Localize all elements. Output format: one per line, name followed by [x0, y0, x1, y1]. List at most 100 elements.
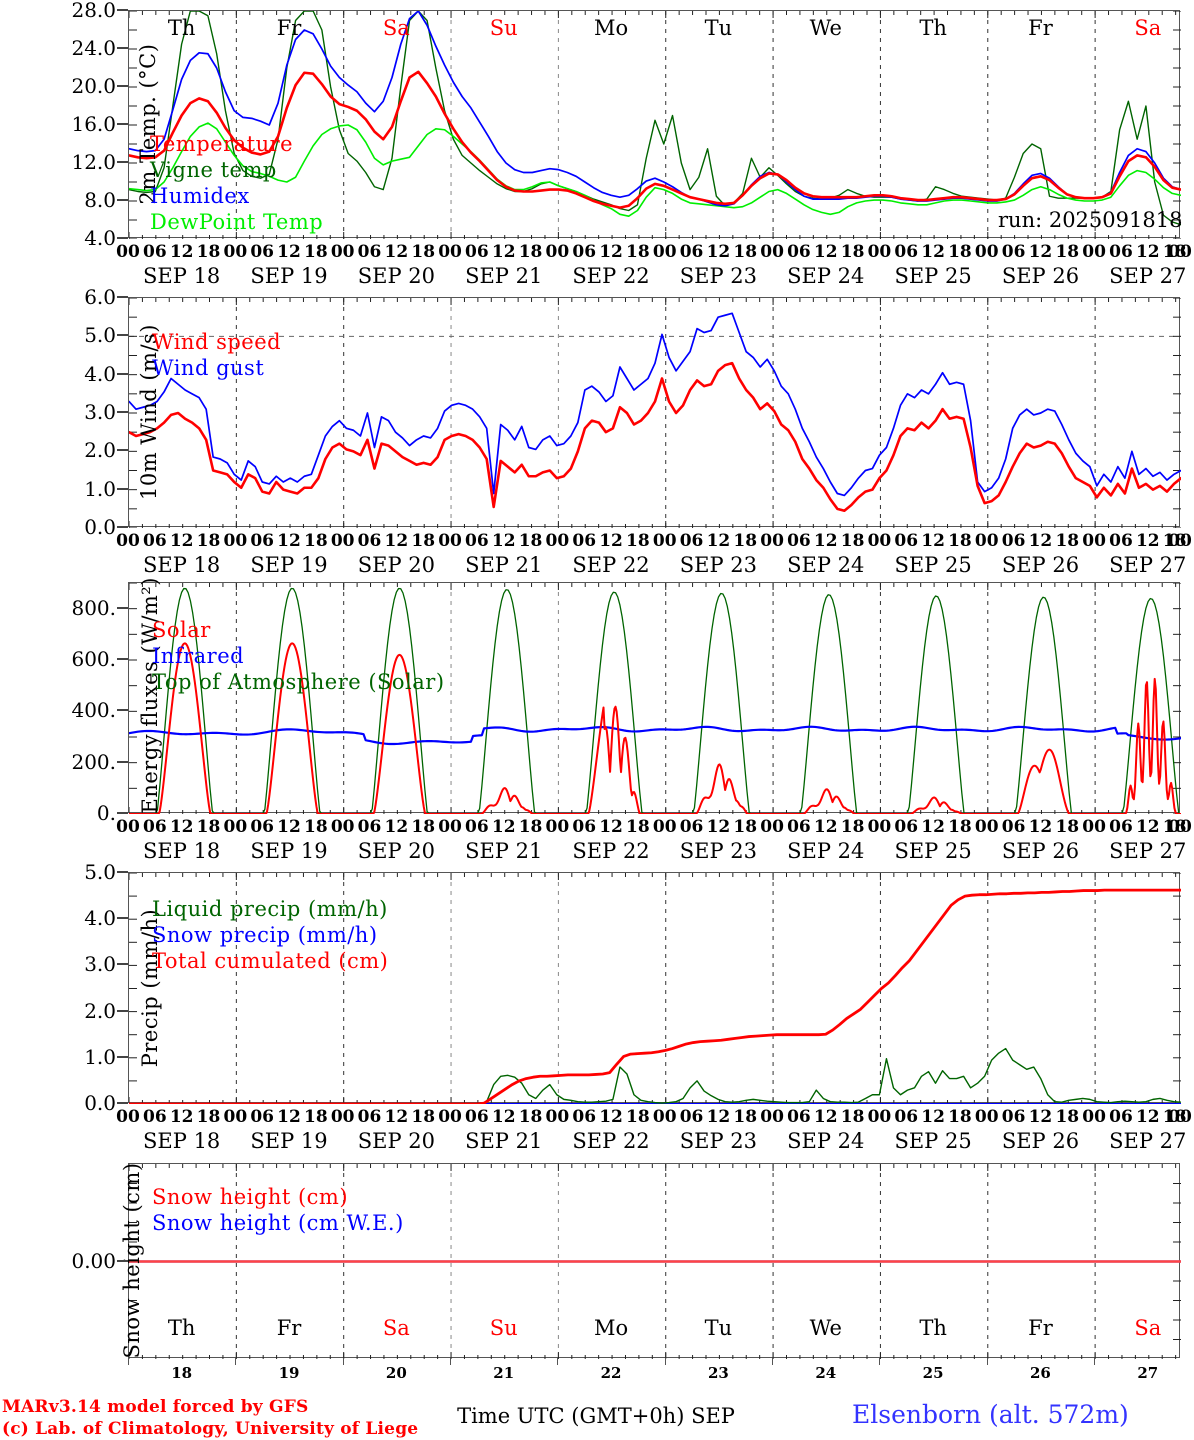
- y-tick-mark-wind: [117, 449, 128, 452]
- y-tick-precip: 1.0: [84, 1044, 116, 1069]
- y-tick-energy: 600.: [71, 647, 116, 671]
- date-label: SEP 25: [894, 1129, 972, 1153]
- hour-tick-label: 12: [1028, 1107, 1053, 1127]
- hour-tick-label: 00: [1082, 242, 1106, 262]
- hour-tick-label: 12: [599, 242, 623, 262]
- snow-axis-tick-2: [342, 1358, 344, 1365]
- hour-tick-label: 12: [1028, 242, 1053, 262]
- hour-tick-label: 18: [1162, 817, 1187, 837]
- hour-tick-label: 00: [330, 817, 355, 837]
- snow-day-name-0: Th: [167, 1316, 196, 1340]
- hour-tick-label: 00: [652, 817, 677, 837]
- hour-tick-label: 12: [277, 531, 301, 551]
- date-label: SEP 27: [1109, 1129, 1187, 1153]
- hour-tick-label: 18: [411, 242, 436, 262]
- hour-tick-label: 18: [411, 531, 436, 551]
- hour-tick-label: 00: [438, 242, 462, 262]
- date-label: SEP 23: [679, 839, 758, 863]
- hour-tick-label: 00: [652, 1107, 677, 1127]
- y-tick-mark-temperature: [117, 9, 128, 11]
- hour-tick-label: 00: [1168, 1107, 1192, 1127]
- hour-tick-label: 06: [1001, 817, 1026, 837]
- date-label: SEP 27: [1109, 264, 1187, 288]
- hour-tick-label: 12: [384, 242, 409, 262]
- y-tick-mark-precip: [117, 963, 128, 966]
- y-tick-mark-wind: [117, 526, 128, 528]
- date-label: SEP 20: [357, 264, 435, 288]
- plot-svg-snow: [129, 1164, 1181, 1359]
- y-tick-mark-energy: [117, 606, 128, 609]
- hour-tick-label: 06: [465, 1107, 489, 1127]
- hour-tick-label: 06: [1109, 817, 1133, 837]
- date-label: SEP 27: [1109, 839, 1187, 863]
- plot-svg-temperature: [129, 11, 1181, 239]
- legend-temperature-1: Vigne temp: [150, 158, 277, 182]
- date-label: SEP 26: [1001, 839, 1080, 863]
- date-label: SEP 18: [143, 553, 221, 577]
- hour-tick-label: 12: [599, 531, 623, 551]
- hour-tick-label: 00: [545, 531, 570, 551]
- y-tick-mark-wind: [117, 411, 128, 413]
- hour-tick-label: 18: [196, 817, 221, 837]
- hour-tick-label: 06: [787, 1107, 811, 1127]
- hour-tick-label: 06: [1001, 242, 1026, 262]
- hour-tick-label: 18: [518, 817, 543, 837]
- hour-tick-label: 06: [894, 531, 919, 551]
- hour-tick-label: 06: [357, 817, 382, 837]
- hour-tick-label: 12: [599, 1107, 623, 1127]
- y-tick-mark-wind: [117, 296, 128, 298]
- date-label: SEP 20: [357, 1129, 435, 1153]
- hour-tick-label: 06: [787, 242, 811, 262]
- hour-tick-label: 12: [277, 242, 301, 262]
- snow-day-name-1: Fr: [276, 1316, 302, 1340]
- hour-tick-label: 06: [787, 531, 811, 551]
- date-label: SEP 20: [357, 839, 435, 863]
- hour-tick-label: 12: [169, 531, 194, 551]
- y-tick-snow: 0.00: [71, 1248, 116, 1273]
- hour-tick-label: 12: [1135, 242, 1160, 262]
- hour-tick-label: 12: [813, 242, 838, 262]
- hour-tick-label: 18: [518, 531, 543, 551]
- hour-tick-label: 12: [599, 817, 623, 837]
- y-tick-energy: 800.: [71, 595, 116, 620]
- hour-tick-label: 18: [1055, 817, 1080, 837]
- hour-tick-label: 00: [223, 242, 248, 262]
- legend-precip-2: Total cumulated (cm): [152, 949, 389, 973]
- footer-left-line-1: MARv3.14 model forced by GFS: [2, 1397, 309, 1417]
- legend-temperature-0: Temperature: [150, 132, 294, 156]
- snow-day-name-4: Mo: [593, 1316, 629, 1340]
- day-name-8: Fr: [1028, 16, 1053, 40]
- y-tick-mark-temperature: [117, 85, 128, 87]
- y-tick-mark-temperature: [117, 123, 128, 125]
- hour-tick-label: 00: [438, 531, 462, 551]
- hour-tick-label: 00: [867, 1107, 892, 1127]
- snow-axis-tick-9: [1094, 1358, 1096, 1365]
- hour-tick-label: 06: [894, 1107, 919, 1127]
- hour-tick-label: 18: [733, 1107, 758, 1127]
- hour-tick-label: 18: [840, 531, 865, 551]
- hour-tick-label: 06: [1109, 242, 1133, 262]
- hour-tick-label: 12: [813, 1107, 838, 1127]
- y-tick-mark-precip: [117, 1009, 128, 1012]
- y-tick-precip: 5.0: [84, 860, 116, 884]
- y-tick-mark-temperature: [117, 199, 128, 201]
- hour-tick-label: 00: [760, 242, 784, 262]
- hour-tick-label: 12: [1135, 817, 1160, 837]
- hour-tick-label: 00: [974, 531, 999, 551]
- y-tick-mark-precip: [117, 1102, 128, 1104]
- day-number-8: 26: [1030, 1364, 1051, 1382]
- legend-wind-0: Wind speed: [152, 330, 282, 354]
- day-name-1: Fr: [276, 16, 302, 40]
- y-tick-mark-energy: [117, 812, 128, 814]
- y-tick-energy: 400.: [71, 698, 116, 723]
- date-label: SEP 24: [787, 839, 865, 863]
- date-label: SEP 24: [787, 553, 865, 577]
- day-number-7: 25: [922, 1364, 944, 1382]
- day-name-4: Mo: [593, 16, 629, 40]
- hour-tick-label: 06: [1001, 1107, 1026, 1127]
- hour-tick-label: 00: [652, 242, 677, 262]
- hour-tick-label: 00: [867, 531, 892, 551]
- plot-svg-energy: [129, 583, 1181, 814]
- date-label: SEP 25: [894, 553, 972, 577]
- snow-axis-tick-6: [772, 1358, 774, 1365]
